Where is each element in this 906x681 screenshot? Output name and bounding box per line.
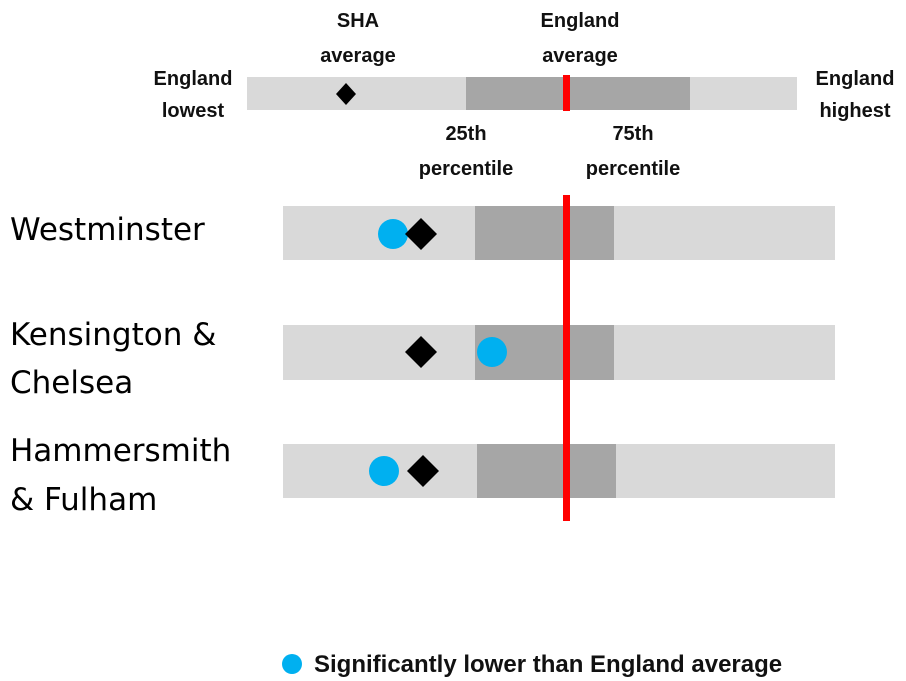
row: Kensington & Chelsea bbox=[10, 317, 835, 401]
area-label: Westminster bbox=[10, 212, 205, 248]
iqr-bar bbox=[475, 206, 614, 260]
key-label: average bbox=[320, 45, 396, 67]
key-label: lowest bbox=[162, 100, 225, 122]
sha-diamond bbox=[405, 218, 437, 250]
row: Westminster bbox=[10, 206, 835, 260]
row: Hammersmith & Fulham bbox=[10, 433, 835, 518]
area-label: Chelsea bbox=[10, 365, 133, 401]
area-marker bbox=[477, 337, 507, 367]
area-marker bbox=[378, 219, 408, 249]
iqr-bar bbox=[477, 444, 616, 498]
key-label: average bbox=[542, 45, 618, 67]
area-label: Kensington & bbox=[10, 317, 216, 353]
key-label: highest bbox=[819, 100, 890, 122]
area-label: Hammersmith bbox=[10, 433, 231, 469]
key-label: 25th bbox=[445, 123, 486, 145]
key-label: England bbox=[154, 68, 233, 90]
legend-label: Significantly lower than England average bbox=[314, 651, 782, 678]
key-sha-diamond bbox=[336, 83, 356, 105]
legend: Significantly lower than England average bbox=[282, 651, 782, 678]
key-iqr bbox=[466, 77, 690, 110]
key-label: England bbox=[541, 10, 620, 32]
key-label: SHA bbox=[337, 10, 379, 32]
key-label: England bbox=[816, 68, 895, 90]
key-label: percentile bbox=[419, 158, 513, 180]
sha-diamond bbox=[407, 455, 439, 487]
key: SHA average England average England lowe… bbox=[154, 10, 895, 180]
england-average-line bbox=[563, 195, 570, 521]
sha-diamond bbox=[405, 336, 437, 368]
key-england-average-line bbox=[563, 75, 570, 111]
key-label: percentile bbox=[586, 158, 680, 180]
legend-marker bbox=[282, 654, 302, 674]
area-marker bbox=[369, 456, 399, 486]
area-label: & Fulham bbox=[10, 482, 157, 518]
key-label: 75th bbox=[612, 123, 653, 145]
